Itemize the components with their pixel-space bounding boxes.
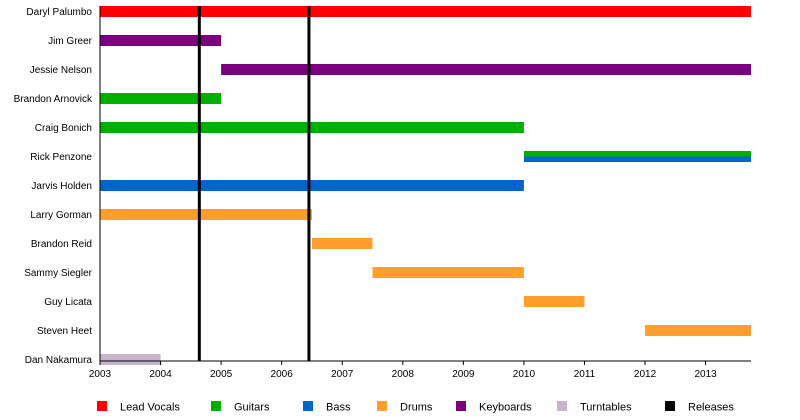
legend-swatch-guitars bbox=[211, 401, 221, 411]
legend-label-guitars: Guitars bbox=[234, 402, 270, 414]
bar-sammy-siegler-drums bbox=[372, 267, 524, 278]
legend-label-turntables: Turntables bbox=[580, 402, 632, 414]
legend-swatch-keyboards bbox=[456, 401, 466, 411]
bar-jessie-nelson-keyboards bbox=[221, 64, 751, 75]
bar-rick-penzone-bass bbox=[523, 156, 751, 162]
x-tick-label: 2009 bbox=[452, 369, 475, 380]
member-label-steven-heet: Steven Heet bbox=[37, 326, 92, 337]
bar-brandon-arnovick-guitars bbox=[100, 93, 222, 104]
legend-swatch-bass bbox=[303, 401, 313, 411]
bar-rick-penzone-guitars bbox=[523, 151, 751, 157]
member-label-dan-nakamura: Dan Nakamura bbox=[25, 355, 93, 366]
bar-jarvis-holden-bass bbox=[100, 180, 524, 191]
legend: Lead Vocals Guitars Bass Drums Keyboards Turn… bbox=[97, 401, 734, 414]
x-tick-label: 2013 bbox=[694, 369, 717, 380]
bar-dan-nakamura-turntables bbox=[100, 354, 161, 365]
x-tick-label: 2011 bbox=[574, 369, 596, 380]
bar-steven-heet-drums bbox=[645, 325, 751, 336]
member-label-brandon-arnovick: Brandon Arnovick bbox=[14, 94, 93, 105]
legend-swatch-lead-vocals bbox=[97, 401, 107, 411]
x-tick-label: 2008 bbox=[392, 369, 415, 380]
legend-label-releases: Releases bbox=[688, 402, 734, 414]
x-tick-label: 2010 bbox=[513, 369, 536, 380]
x-tick-label: 2007 bbox=[331, 369, 354, 380]
bars-layer bbox=[100, 6, 751, 365]
x-axis: 2003 2004 2005 2006 2007 2008 2009 2010 2011 2012… bbox=[89, 6, 751, 380]
bar-guy-licata-drums bbox=[523, 296, 585, 307]
member-label-guy-licata: Guy Licata bbox=[44, 297, 92, 308]
bar-daryl-palumbo-lead-vocals bbox=[100, 6, 751, 17]
member-labels: Daryl Palumbo Jim Greer Jessie Nelson Brand… bbox=[14, 7, 93, 366]
bar-larry-gorman-drums bbox=[100, 209, 312, 220]
member-label-jessie-nelson: Jessie Nelson bbox=[30, 65, 92, 76]
member-label-jarvis-holden: Jarvis Holden bbox=[31, 181, 92, 192]
legend-label-lead-vocals: Lead Vocals bbox=[120, 402, 180, 414]
x-tick-label: 2012 bbox=[634, 369, 657, 380]
x-tick-label: 2006 bbox=[271, 369, 294, 380]
member-label-rick-penzone: Rick Penzone bbox=[30, 152, 92, 163]
x-tick-label: 2003 bbox=[89, 369, 112, 380]
member-label-sammy-siegler: Sammy Siegler bbox=[24, 268, 92, 279]
x-tick-label: 2004 bbox=[149, 369, 172, 380]
member-label-larry-gorman: Larry Gorman bbox=[30, 210, 92, 221]
legend-swatch-drums bbox=[377, 401, 387, 411]
bar-jim-greer-keyboards bbox=[100, 35, 222, 46]
legend-label-drums: Drums bbox=[400, 402, 433, 414]
member-label-jim-greer: Jim Greer bbox=[48, 36, 93, 47]
legend-swatch-turntables bbox=[557, 401, 567, 411]
member-label-brandon-reid: Brandon Reid bbox=[31, 239, 92, 250]
member-label-craig-bonich: Craig Bonich bbox=[35, 123, 92, 134]
bar-craig-bonich-guitars bbox=[100, 122, 524, 133]
bar-brandon-reid-drums bbox=[311, 238, 373, 249]
releases-layer bbox=[197, 6, 311, 361]
legend-label-keyboards: Keyboards bbox=[479, 402, 532, 414]
legend-swatch-releases bbox=[665, 401, 675, 411]
legend-label-bass: Bass bbox=[326, 402, 351, 414]
x-tick-label: 2005 bbox=[210, 369, 233, 380]
member-label-daryl-palumbo: Daryl Palumbo bbox=[26, 7, 92, 18]
